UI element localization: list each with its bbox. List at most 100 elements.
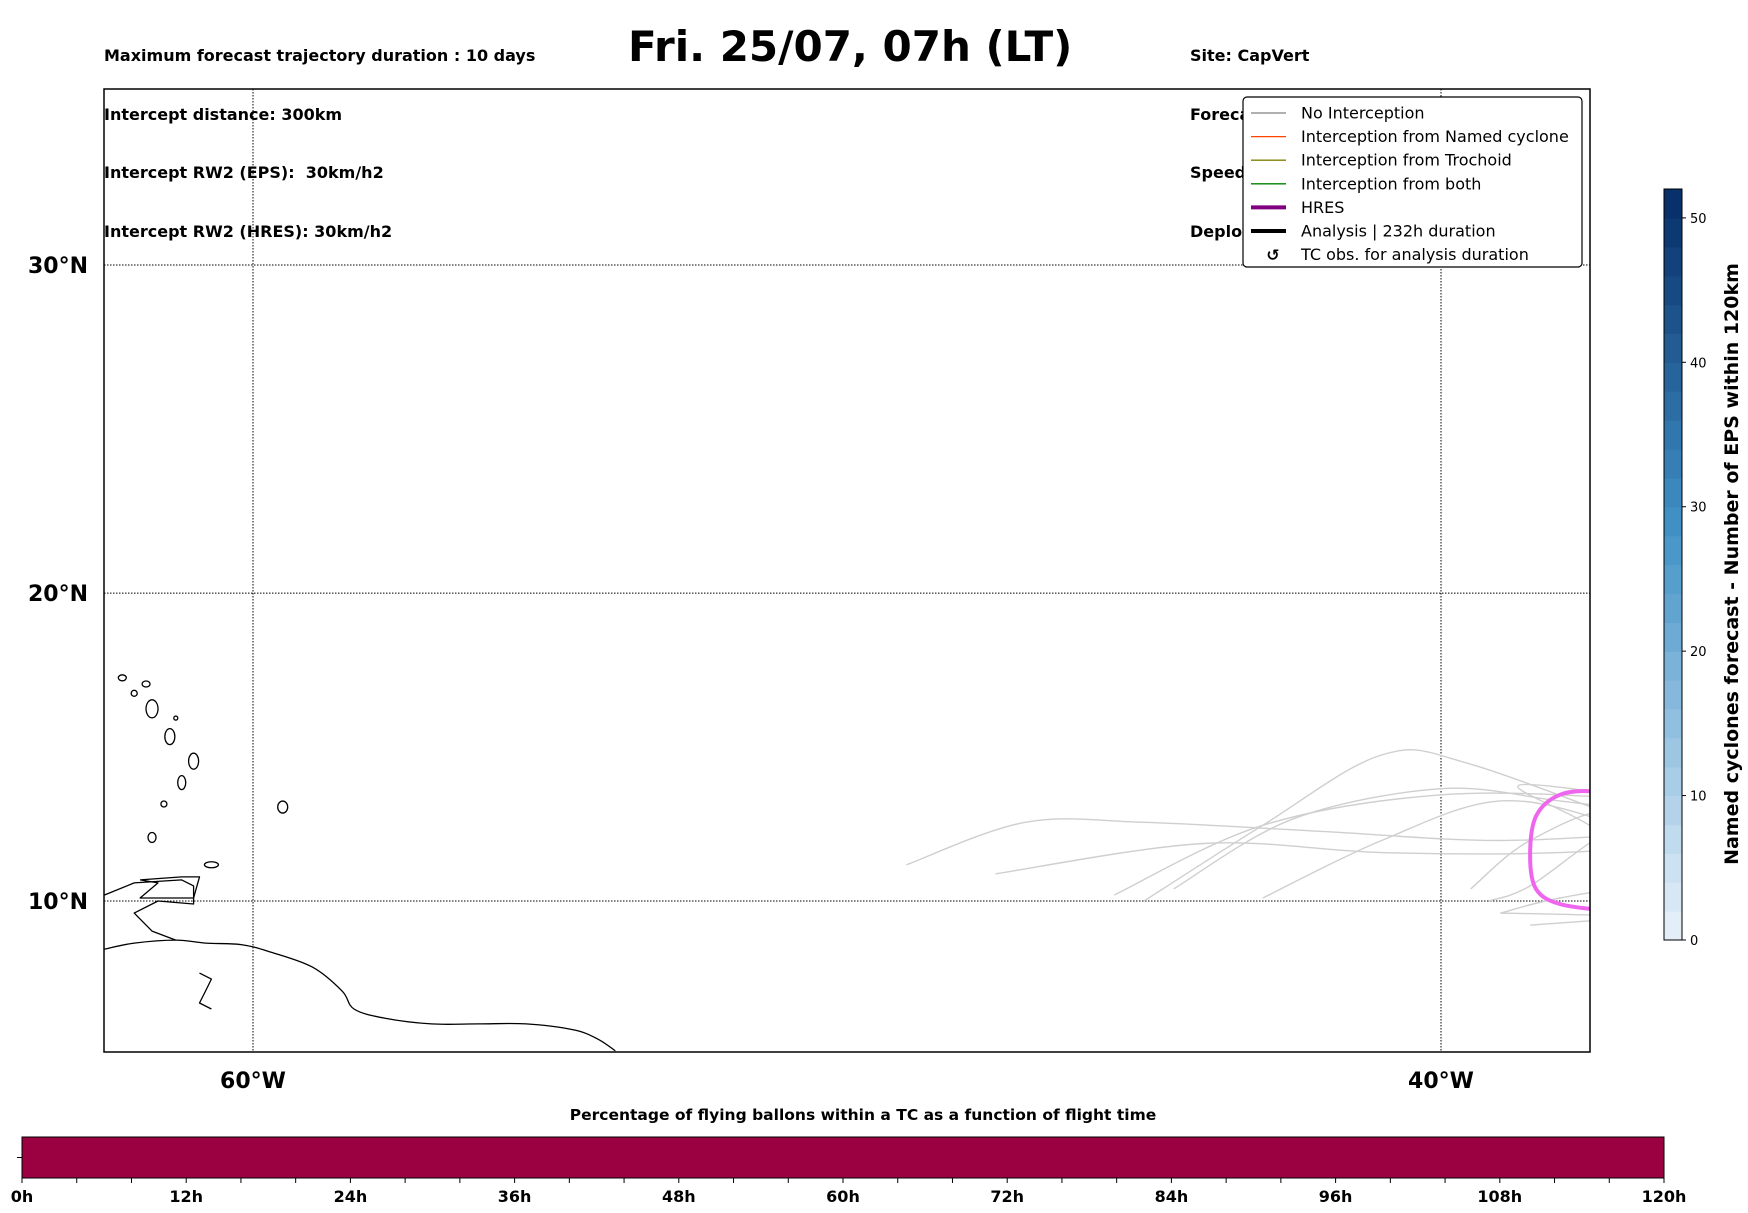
- page-title: Fri. 25/07, 07h (LT): [628, 22, 1073, 71]
- legend-box: [1242, 96, 1583, 268]
- lat-tick-label: 20°N: [28, 582, 88, 607]
- colorbar-title: Named cyclones forecast - Number of EPS …: [1721, 263, 1743, 865]
- faded-trajectory: [1619, 871, 1748, 910]
- legend-label: No Interception: [1301, 104, 1425, 123]
- colorbar-segment: [1664, 564, 1682, 594]
- faded-trajectory: [1173, 787, 1590, 890]
- colorbar-tick-label: 40: [1690, 356, 1707, 371]
- bar-tick-label: 96h: [1319, 1187, 1353, 1206]
- lat-tick-label: 10°N: [28, 890, 88, 915]
- bar-title: Percentage of flying ballons within a TC…: [570, 1106, 1157, 1124]
- colorbar-segment: [1664, 622, 1682, 652]
- colorbar-tick-label: 10: [1690, 790, 1707, 805]
- south-america-coast: [104, 939, 616, 1052]
- intercept-hres-line: Intercept RW2 (HRES): 30km/h2: [104, 221, 393, 241]
- island: [160, 800, 168, 808]
- max-duration-line: Maximum forecast trajectory duration : 1…: [104, 46, 536, 65]
- island: [130, 689, 138, 697]
- map-frame: [103, 88, 1591, 1053]
- colorbar-segment: [1664, 766, 1682, 797]
- bar-tick-label: 72h: [990, 1187, 1024, 1206]
- faded-trajectory: [1114, 792, 1590, 896]
- bar-tick-label: 60h: [826, 1187, 860, 1206]
- colorbar-tick-label: 30: [1690, 501, 1707, 516]
- colorbar-segment: [1664, 477, 1682, 508]
- island: [187, 752, 200, 770]
- colorbar-segment: [1664, 246, 1682, 277]
- colorbar-segment: [1664, 795, 1682, 826]
- island: [164, 727, 176, 746]
- colorbar-segment: [1664, 651, 1682, 681]
- bar-tick-label: 36h: [498, 1187, 532, 1206]
- island: [277, 800, 289, 814]
- lon-tick-label: 60°W: [220, 1069, 286, 1094]
- island: [147, 831, 157, 844]
- colorbar-tick-label: 20: [1690, 645, 1707, 660]
- bar-tick-label: 24h: [334, 1187, 368, 1206]
- colorbar-segment: [1664, 362, 1682, 392]
- island: [90, 660, 96, 664]
- colorbar-segment: [1664, 333, 1682, 363]
- island: [95, 694, 103, 698]
- colorbar-segment: [1664, 680, 1682, 710]
- legend-label: Analysis | 232h duration: [1301, 222, 1496, 241]
- map-axis-labels: 30°N20°N10°N60°W40°W20°W: [28, 254, 1474, 1094]
- colorbar-segment: [1664, 391, 1682, 421]
- colorbar-segment: [1664, 449, 1682, 479]
- coastlines: [90, 660, 616, 1052]
- bar-tick-label: 48h: [662, 1187, 696, 1206]
- hres-trajectory-faded: [1528, 789, 1590, 911]
- colorbar-segment: [1664, 189, 1682, 219]
- bar-tick-label: 108h: [1477, 1187, 1522, 1206]
- colorbar-segment: [1664, 708, 1682, 739]
- faded-trajectory: [1470, 812, 1590, 890]
- bar-tick-label: 120h: [1642, 1187, 1687, 1206]
- island: [141, 680, 151, 688]
- intercept-eps-line: Intercept RW2 (EPS): 30km/h2: [104, 163, 384, 182]
- legend-label: Interception from both: [1301, 174, 1481, 193]
- legend: No Interception Interception from Named c…: [1242, 96, 1583, 268]
- colorbar-tick-label: 50: [1690, 212, 1707, 227]
- island: [203, 861, 220, 869]
- legend-label: Interception from Named cyclone: [1301, 127, 1569, 146]
- legend-label: Interception from Trochoid: [1301, 151, 1512, 170]
- percentage-bar-fill: [21, 1136, 1665, 1179]
- island: [117, 674, 127, 682]
- colorbar-segment: [1664, 217, 1682, 248]
- colorbar-segment: [1664, 506, 1682, 537]
- site-line: Site: CapVert: [1190, 46, 1310, 65]
- forecast-parameters: Maximum forecast trajectory duration : 1…: [104, 7, 535, 261]
- colorbar-segment: [1664, 275, 1682, 306]
- colorbar-segment: [1664, 824, 1682, 854]
- colorbar-segment: [1664, 911, 1682, 941]
- bar-tick-label: 12h: [169, 1187, 203, 1206]
- river-outline: [198, 972, 213, 1010]
- colorbar-segment: [1664, 737, 1682, 768]
- tc-percentage-bar: Percentage of flying ballons within a TC…: [11, 1106, 1687, 1206]
- colorbar-frame: [1663, 188, 1683, 941]
- intercept-distance-line: Intercept distance: 300km: [104, 104, 343, 124]
- faded-trajectory: [1500, 912, 1590, 916]
- faded-trajectory: [1500, 892, 1590, 914]
- faded-trajectory: [906, 818, 1590, 866]
- legend-label: HRES: [1301, 198, 1344, 217]
- faded-trajectory: [1143, 749, 1590, 902]
- colorbar: 0 10 20 30 40 50 Named cyclones forecast - Num…: [1663, 188, 1743, 949]
- trinidad-island: [139, 876, 201, 899]
- bar-tick-label: 84h: [1155, 1187, 1189, 1206]
- lat-tick-label: 30°N: [28, 254, 88, 279]
- colorbar-tick-label: 0: [1690, 934, 1698, 949]
- faded-trajectory: [1488, 841, 1590, 902]
- colorbar-segment: [1664, 853, 1682, 883]
- legend-label: TC obs. for analysis duration: [1300, 245, 1529, 264]
- bar-tick-label: 0h: [11, 1187, 34, 1206]
- tc-obs-marker-icon: ↺: [1266, 246, 1279, 265]
- faded-trajectory: [995, 842, 1590, 875]
- paria-coast: [104, 879, 195, 941]
- colorbar-segment: [1664, 535, 1682, 566]
- island: [145, 699, 159, 719]
- faded-trajectory: [1517, 783, 1590, 827]
- faded-trajectory: [1262, 799, 1590, 899]
- colorbar-segment: [1664, 882, 1682, 912]
